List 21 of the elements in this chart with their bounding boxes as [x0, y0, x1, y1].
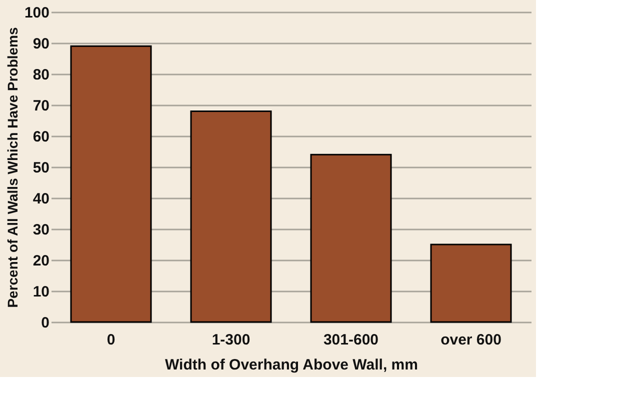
- x-tick-label: over 600: [440, 332, 502, 348]
- y-tick-label: 90: [32, 36, 50, 52]
- bar: [190, 110, 272, 323]
- x-tick-label: 0: [106, 332, 116, 348]
- y-tick-label: 10: [32, 284, 50, 300]
- x-tick-label: 1-300: [212, 332, 250, 348]
- y-axis-title: Percent of All Walls Which Have Problems: [4, 26, 20, 308]
- y-tick-label: 100: [24, 4, 50, 22]
- bar: [430, 244, 512, 323]
- y-tick-label: 70: [32, 98, 50, 114]
- bar: [70, 45, 152, 323]
- x-axis-title: Width of Overhang Above Wall, mm: [165, 356, 418, 374]
- y-tick-label: 60: [32, 128, 50, 146]
- y-tick-label: 0: [41, 314, 50, 332]
- y-tick-label: 20: [32, 252, 50, 270]
- y-tick-label: 80: [32, 66, 50, 84]
- y-tick-label: 50: [32, 160, 50, 176]
- y-tick-label: 30: [32, 222, 50, 238]
- x-tick-label: 301-600: [323, 332, 379, 348]
- bar: [310, 154, 392, 323]
- y-tick-label: 40: [32, 190, 50, 208]
